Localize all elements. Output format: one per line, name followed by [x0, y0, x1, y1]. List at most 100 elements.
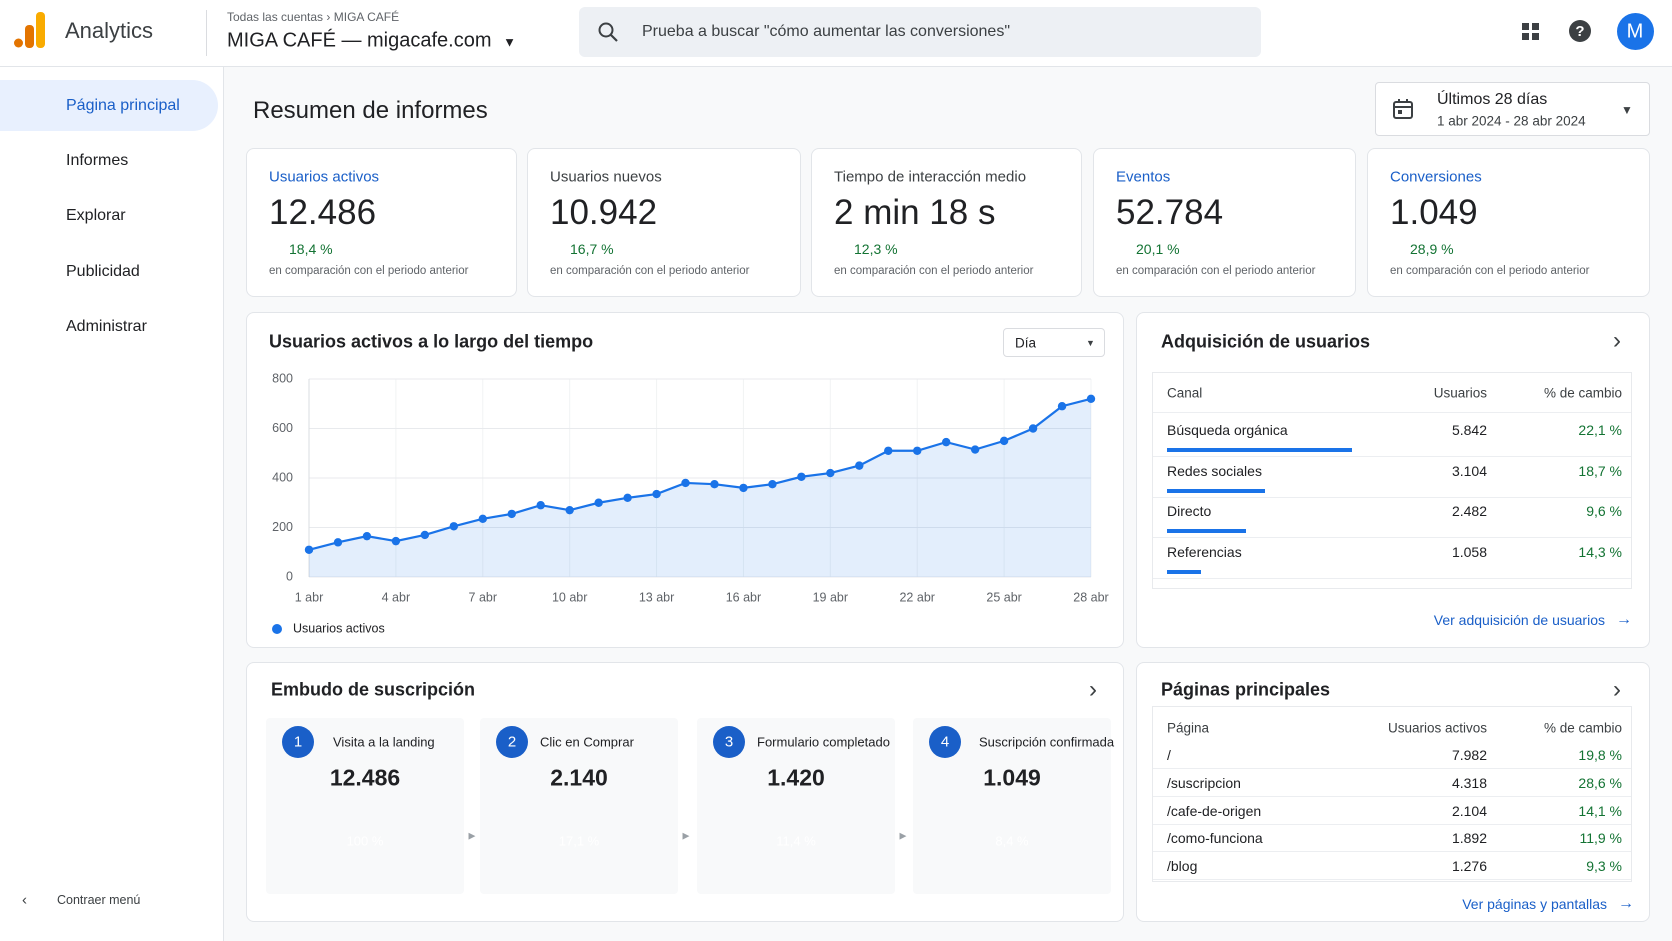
row-label[interactable]: /cafe-de-origen: [1167, 802, 1262, 819]
row-label[interactable]: Referencias: [1167, 544, 1242, 561]
link-arrow[interactable]: →: [1618, 895, 1634, 912]
row-divider: [1153, 768, 1631, 769]
row-change: 18,7 %: [1578, 462, 1622, 479]
kpi-label: Eventos: [1116, 168, 1171, 186]
row-label[interactable]: Directo: [1167, 503, 1212, 520]
kpi-card: Conversiones 1.049 28,9 % en comparación co…: [1367, 148, 1650, 297]
point: [449, 522, 459, 531]
kpi-label: Conversiones: [1390, 168, 1482, 186]
step-value: 12.486: [329, 764, 401, 791]
nav-item[interactable]: Informes: [66, 152, 129, 170]
chevron[interactable]: ›: [1613, 327, 1621, 354]
top-pages-title: Páginas principales: [1161, 679, 1331, 700]
nav-item[interactable]: Página principal: [66, 97, 180, 114]
step-badge: 1: [282, 726, 314, 758]
top-pages-card: Páginas principales › Página Usuarios act…: [1136, 662, 1650, 922]
row-value: 1.276: [1451, 858, 1487, 875]
kpi-value: 52.784: [1116, 193, 1224, 232]
breadcrumb-account[interactable]: Todas las cuentas: [227, 10, 324, 24]
x-tick-label: 10 abr: [552, 590, 587, 604]
x-tick-label: 16 abr: [726, 590, 761, 604]
kpi-value: 12.486: [269, 193, 377, 232]
step-percent: 8,4 %: [995, 833, 1029, 849]
chevron[interactable]: ›: [1613, 676, 1621, 703]
row-divider: [1153, 537, 1631, 539]
apps-icon[interactable]: [1521, 22, 1541, 42]
point: [826, 468, 835, 478]
point: [739, 483, 748, 493]
row-label[interactable]: /: [1167, 747, 1171, 763]
breadcrumb-property[interactable]: MIGA CAFÉ: [333, 10, 400, 24]
point: [1086, 394, 1096, 403]
point: [710, 479, 719, 489]
point: [594, 498, 603, 507]
search-box[interactable]: Prueba a buscar "cómo aumentar las conve…: [579, 7, 1261, 57]
collapse-menu[interactable]: Contraer menú: [57, 893, 141, 907]
row-label[interactable]: Redes sociales: [1167, 462, 1262, 479]
link-arrow[interactable]: →: [1616, 611, 1632, 628]
granularity-dropdown[interactable]: Día ▼: [1003, 328, 1105, 357]
kpi-card: Tiempo de interacción medio 2 min 18 s 12,…: [811, 148, 1082, 297]
share-bar: [1167, 488, 1266, 493]
kpi-note: en comparación con el periodo anterior: [269, 265, 469, 277]
kpi-note: en comparación con el periodo anterior: [1116, 265, 1316, 277]
table-header: % de cambio: [1543, 385, 1622, 401]
kpi-label: Usuarios activos: [269, 168, 380, 186]
row-value: 5.842: [1451, 422, 1487, 438]
page-title: Resumen de informes: [253, 97, 488, 124]
row-divider: [1153, 795, 1631, 797]
row-label[interactable]: /blog: [1167, 858, 1198, 875]
step-value: 1.049: [983, 764, 1041, 791]
row-value: 1.892: [1451, 830, 1487, 847]
point: [1057, 402, 1067, 411]
y-tick-label: 600: [272, 421, 293, 435]
row-divider: [1153, 496, 1631, 498]
help-icon[interactable]: ?: [1568, 19, 1592, 43]
date-range-picker[interactable]: Últimos 28 días 1 abr 2024 - 28 abr 2024…: [1375, 82, 1650, 136]
point: [478, 514, 487, 524]
share-bar: [1167, 570, 1201, 575]
funnel-card: Embudo de suscripción › 1 Visita a la lan…: [246, 662, 1124, 922]
step-value: 2.140: [550, 764, 608, 791]
logo: [14, 12, 45, 48]
step-connector: ▶: [468, 830, 476, 841]
kpi-value: 10.942: [550, 193, 658, 232]
step-percent: 17,1 %: [558, 833, 600, 849]
step-label: Clic en Comprar: [540, 734, 634, 750]
chevron[interactable]: ›: [1089, 676, 1097, 703]
nav-item[interactable]: Explorar: [66, 207, 126, 225]
row-label[interactable]: Búsqueda orgánica: [1167, 422, 1288, 438]
step-number: 2: [507, 733, 517, 751]
active-nav-highlight: [0, 80, 218, 131]
view-link[interactable]: Ver adquisición de usuarios: [1433, 612, 1605, 628]
chart-title: Usuarios activos a lo largo del tiempo: [269, 331, 594, 352]
table-header: Usuarios activos: [1387, 720, 1487, 736]
area: [309, 398, 1091, 577]
table-header: Página: [1167, 720, 1210, 736]
nav-item[interactable]: Publicidad: [66, 262, 140, 280]
step-badge: 3: [713, 726, 745, 758]
row-label[interactable]: /suscripcion: [1167, 774, 1241, 791]
acquisition-title: Adquisición de usuarios: [1161, 331, 1371, 352]
step-number: 1: [293, 733, 303, 751]
line: [308, 397, 1092, 551]
legend-label: Usuarios activos: [293, 621, 385, 635]
step-number: 3: [724, 733, 734, 751]
avatar[interactable]: M: [1617, 13, 1654, 50]
row-value: 1.058: [1451, 544, 1487, 561]
property-selector[interactable]: MIGA CAFÉ — migacafe.com ▼: [227, 29, 516, 52]
property-name: MIGA CAFÉ — migacafe.com: [227, 29, 492, 52]
avatar-initial: M: [1626, 20, 1644, 43]
x-tick-label: 25 abr: [986, 590, 1021, 604]
nav-item[interactable]: Administrar: [66, 317, 147, 335]
point: [970, 445, 980, 454]
point: [913, 446, 922, 455]
collapse-chevron[interactable]: ‹: [22, 891, 27, 909]
row-label[interactable]: /como-funciona: [1167, 830, 1263, 847]
kpi-card: Eventos 52.784 20,1 % en comparación con el…: [1093, 148, 1356, 297]
view-link[interactable]: Ver páginas y pantallas: [1462, 896, 1607, 912]
step-badge: 4: [929, 726, 961, 758]
row-change: 28,6 %: [1578, 774, 1622, 791]
point: [391, 536, 401, 546]
